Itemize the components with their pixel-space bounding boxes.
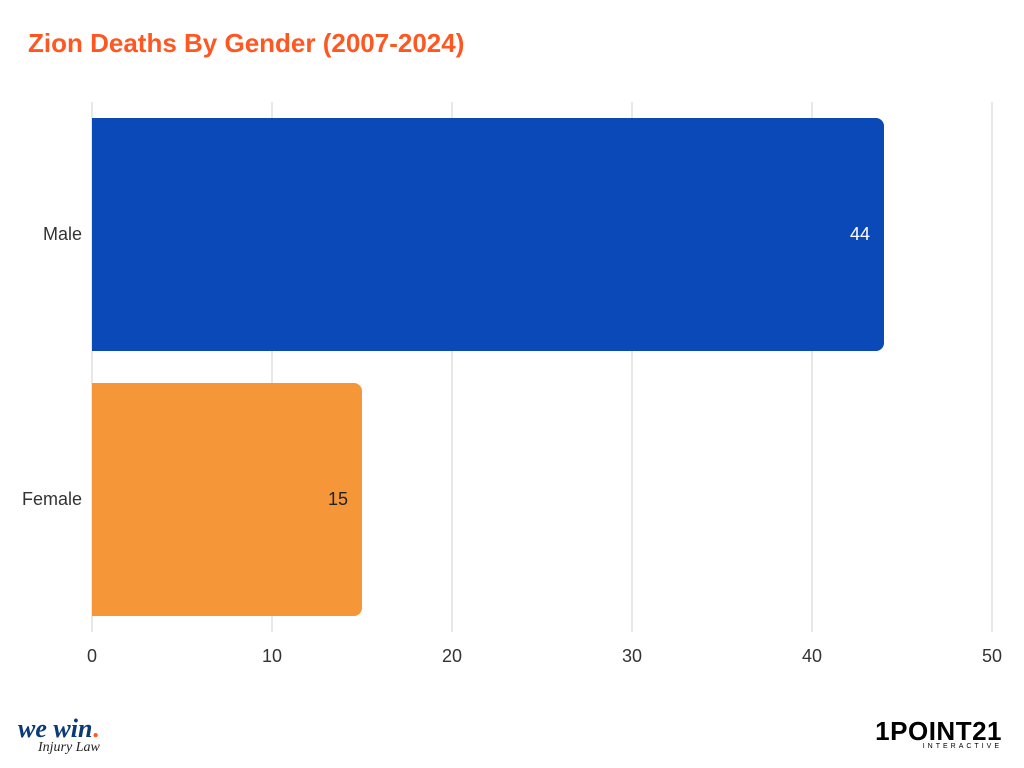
brand-subtitle: Injury Law bbox=[38, 740, 100, 756]
x-tick-label: 50 bbox=[972, 646, 1012, 667]
bar bbox=[92, 383, 362, 616]
category-label: Male bbox=[12, 224, 82, 245]
bar-value-label: 44 bbox=[850, 224, 870, 245]
x-tick-label: 30 bbox=[612, 646, 652, 667]
chart-title: Zion Deaths By Gender (2007-2024) bbox=[28, 28, 464, 59]
footer-left-logo: we win. Injury Law bbox=[18, 714, 100, 756]
x-tick-label: 20 bbox=[432, 646, 472, 667]
gridline bbox=[991, 102, 993, 632]
brand-dot: . bbox=[92, 714, 99, 743]
footer-right-logo: 1POINT21 INTERACTIVE bbox=[875, 716, 1002, 750]
category-label: Female bbox=[12, 489, 82, 510]
chart-area: 0102030405044Male15Female bbox=[92, 102, 992, 632]
plot-region: 0102030405044Male15Female bbox=[92, 102, 992, 632]
bar bbox=[92, 118, 884, 351]
x-tick-label: 40 bbox=[792, 646, 832, 667]
brand-text: we win bbox=[18, 714, 92, 743]
x-tick-label: 10 bbox=[252, 646, 292, 667]
x-tick-label: 0 bbox=[72, 646, 112, 667]
bar-value-label: 15 bbox=[328, 489, 348, 510]
